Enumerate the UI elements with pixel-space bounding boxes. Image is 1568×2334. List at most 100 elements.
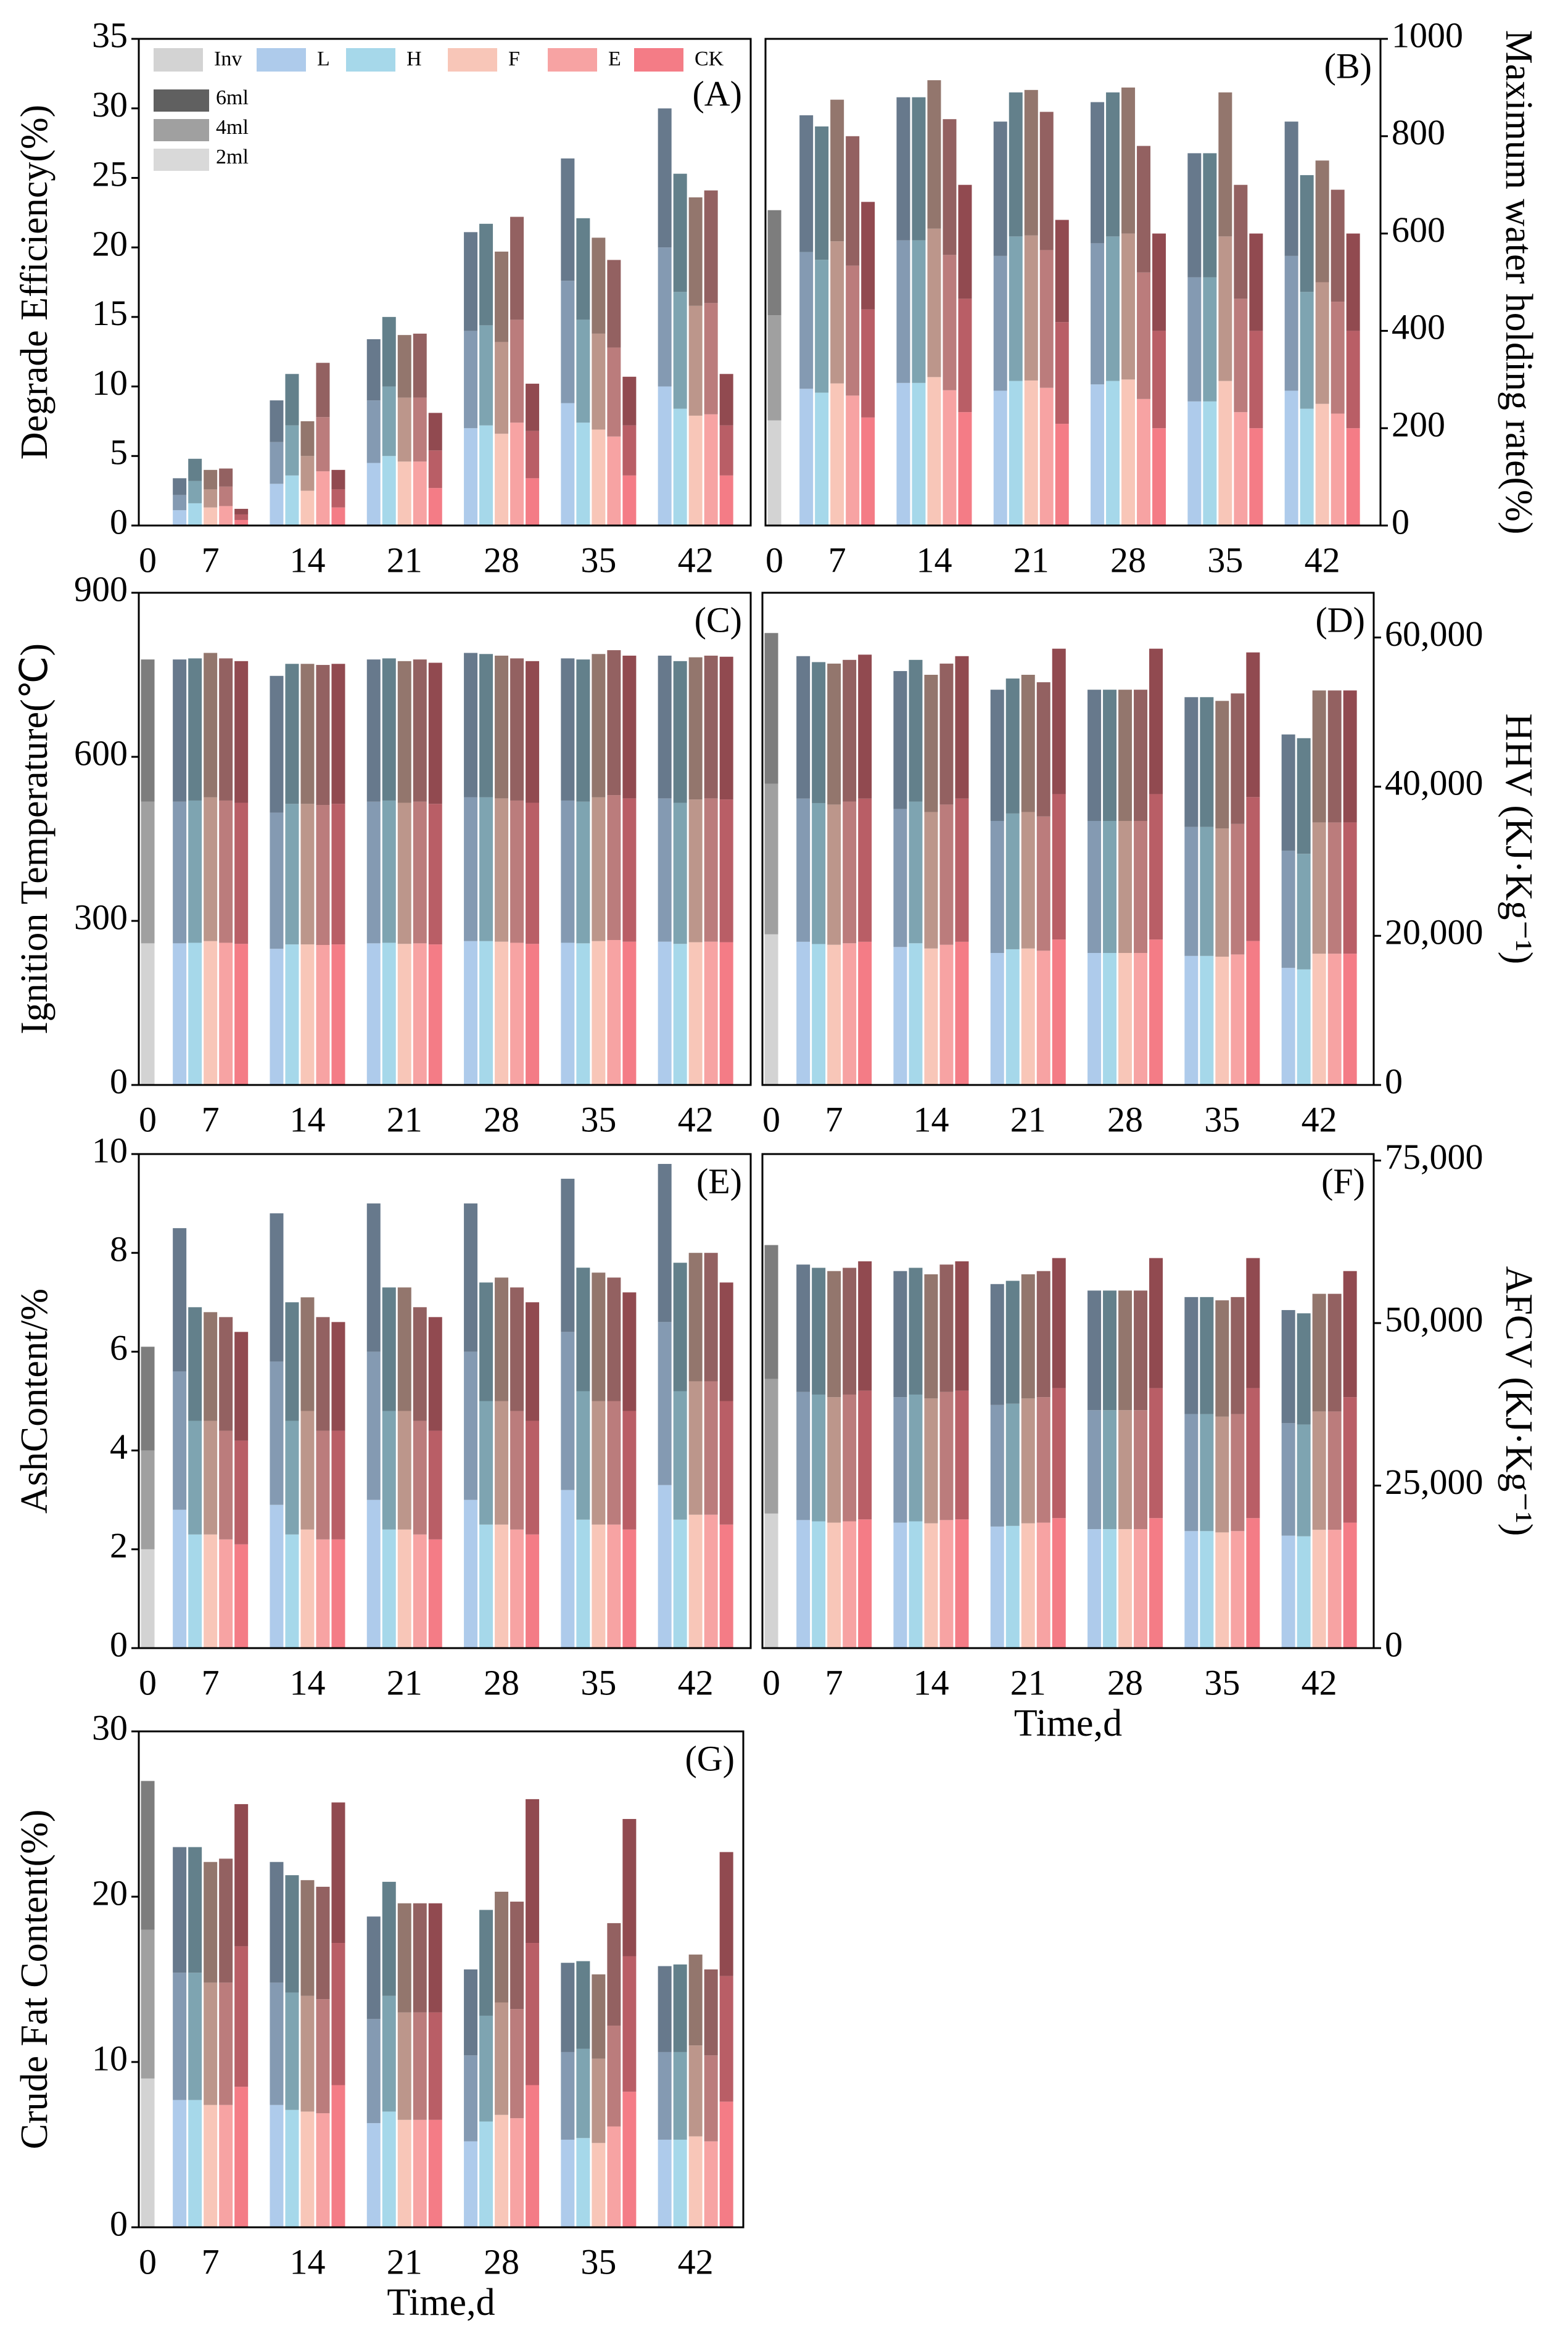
bar-segment	[300, 2111, 315, 2227]
bar-segment	[1103, 952, 1117, 1085]
bar-segment	[1231, 1297, 1245, 1414]
bar-segment	[622, 1956, 637, 2092]
y-tick-label: 0	[110, 501, 128, 542]
bar-segment	[607, 2126, 621, 2227]
bar-segment	[764, 633, 778, 784]
bar-segment	[526, 1421, 540, 1535]
x-tick-label: 7	[825, 1099, 843, 1139]
bar-segment	[912, 97, 926, 241]
bar-segment	[366, 339, 381, 401]
y-axis-title: AFCV (KJ·Kg⁻¹)	[1498, 1266, 1540, 1536]
plot-frame	[761, 592, 1375, 1086]
bar-segment	[270, 1982, 284, 2105]
bar-segment	[188, 800, 202, 943]
bar-segment	[561, 1490, 575, 1648]
bar-segment	[428, 944, 442, 1085]
bar-segment	[592, 429, 606, 526]
bar-segment	[479, 2121, 493, 2227]
bar-segment	[204, 797, 218, 941]
bar-segment	[188, 658, 202, 801]
bar-segment	[561, 281, 575, 403]
bar-segment	[1087, 690, 1102, 821]
bar-segment	[1055, 424, 1069, 526]
bar-segment	[331, 1802, 345, 1944]
legend-swatch	[154, 89, 209, 112]
bar-segment	[234, 1332, 249, 1441]
bar-segment	[939, 663, 954, 805]
bar-segment	[592, 2058, 606, 2143]
bar-segment	[188, 1534, 202, 1648]
bar-segment	[366, 2019, 381, 2124]
bar-segment	[428, 804, 442, 945]
bar-segment	[719, 799, 733, 942]
y-tick-label: 20	[92, 223, 128, 263]
bar-segment	[1118, 1410, 1133, 1530]
x-tick-label: 42	[678, 2241, 714, 2282]
panel: 0 7 14 21 28 35 42 0 300 600 900 Ignition Temperatu…	[14, 569, 752, 1139]
bar-segment	[896, 382, 910, 526]
bar-segment	[1103, 1529, 1117, 1648]
bar-segment	[219, 942, 233, 1085]
bar-segment	[1103, 820, 1117, 953]
bar-segment	[704, 798, 718, 942]
x-tick-label: 21	[1013, 540, 1049, 580]
bar-segment	[622, 475, 637, 526]
bar-segment	[658, 1322, 672, 1485]
bar-segment	[1036, 1397, 1050, 1523]
bar-segment	[955, 941, 969, 1085]
bar-segment	[1284, 390, 1298, 526]
bar-segment	[1121, 87, 1136, 234]
y-tick-label: 10	[92, 1130, 128, 1170]
bar-segment	[270, 1504, 284, 1648]
bar-segment	[1103, 1410, 1117, 1530]
bar-segment	[1346, 233, 1360, 331]
bar-segment	[939, 1520, 954, 1648]
bar-segment	[285, 664, 299, 804]
bar-segment	[1218, 92, 1232, 237]
bar-segment	[479, 1401, 493, 1525]
x-tick-label: 14	[289, 2241, 325, 2282]
bar-segment	[561, 158, 575, 281]
bar-segment	[397, 1529, 411, 1648]
x-tick-label: 7	[828, 540, 846, 580]
bar-segment	[1021, 948, 1035, 1085]
bar-segment	[428, 2119, 442, 2227]
bar-segment	[300, 421, 315, 456]
bar-segment	[141, 801, 155, 944]
bar-segment	[1052, 1258, 1066, 1388]
bar-segment	[1152, 428, 1166, 526]
bar-segment	[1246, 1518, 1260, 1648]
bar-segment	[688, 2045, 703, 2137]
bar-segment	[673, 1263, 687, 1392]
x-tick-label: 35	[580, 1662, 616, 1702]
bar-segment	[234, 508, 249, 514]
bar-segment	[893, 1397, 907, 1523]
bar-segment	[173, 478, 187, 495]
bar-segment	[1184, 827, 1199, 956]
x-tick-label: 42	[1302, 1662, 1337, 1702]
bar-segment	[719, 656, 733, 800]
x-axis-title: Time,d	[1014, 1702, 1122, 1744]
bar-segment	[658, 1966, 672, 2052]
bar-segment	[688, 305, 703, 416]
legend-label: H	[406, 47, 422, 70]
bar-segment	[1281, 1535, 1295, 1648]
bar-segment	[958, 299, 972, 413]
bar-segment	[704, 2055, 718, 2142]
y-tick-label: 10	[92, 2038, 128, 2078]
bar-segment	[1312, 690, 1326, 823]
x-tick-label: 42	[678, 1662, 714, 1702]
bar-segment	[827, 663, 841, 805]
y-tick-label: 20,000	[1385, 912, 1483, 952]
bar-segment	[270, 442, 284, 484]
bar-segment	[658, 2052, 672, 2140]
bar-segment	[173, 1847, 187, 1973]
bar-segment	[1087, 1290, 1102, 1411]
bar-segment	[576, 423, 590, 526]
bar-segment	[316, 805, 330, 946]
bar-segment	[796, 941, 811, 1085]
bar-segment	[704, 941, 718, 1085]
x-tick-label: 0	[139, 1662, 157, 1702]
bar-segment	[576, 218, 590, 320]
bar-segment	[827, 1397, 841, 1523]
